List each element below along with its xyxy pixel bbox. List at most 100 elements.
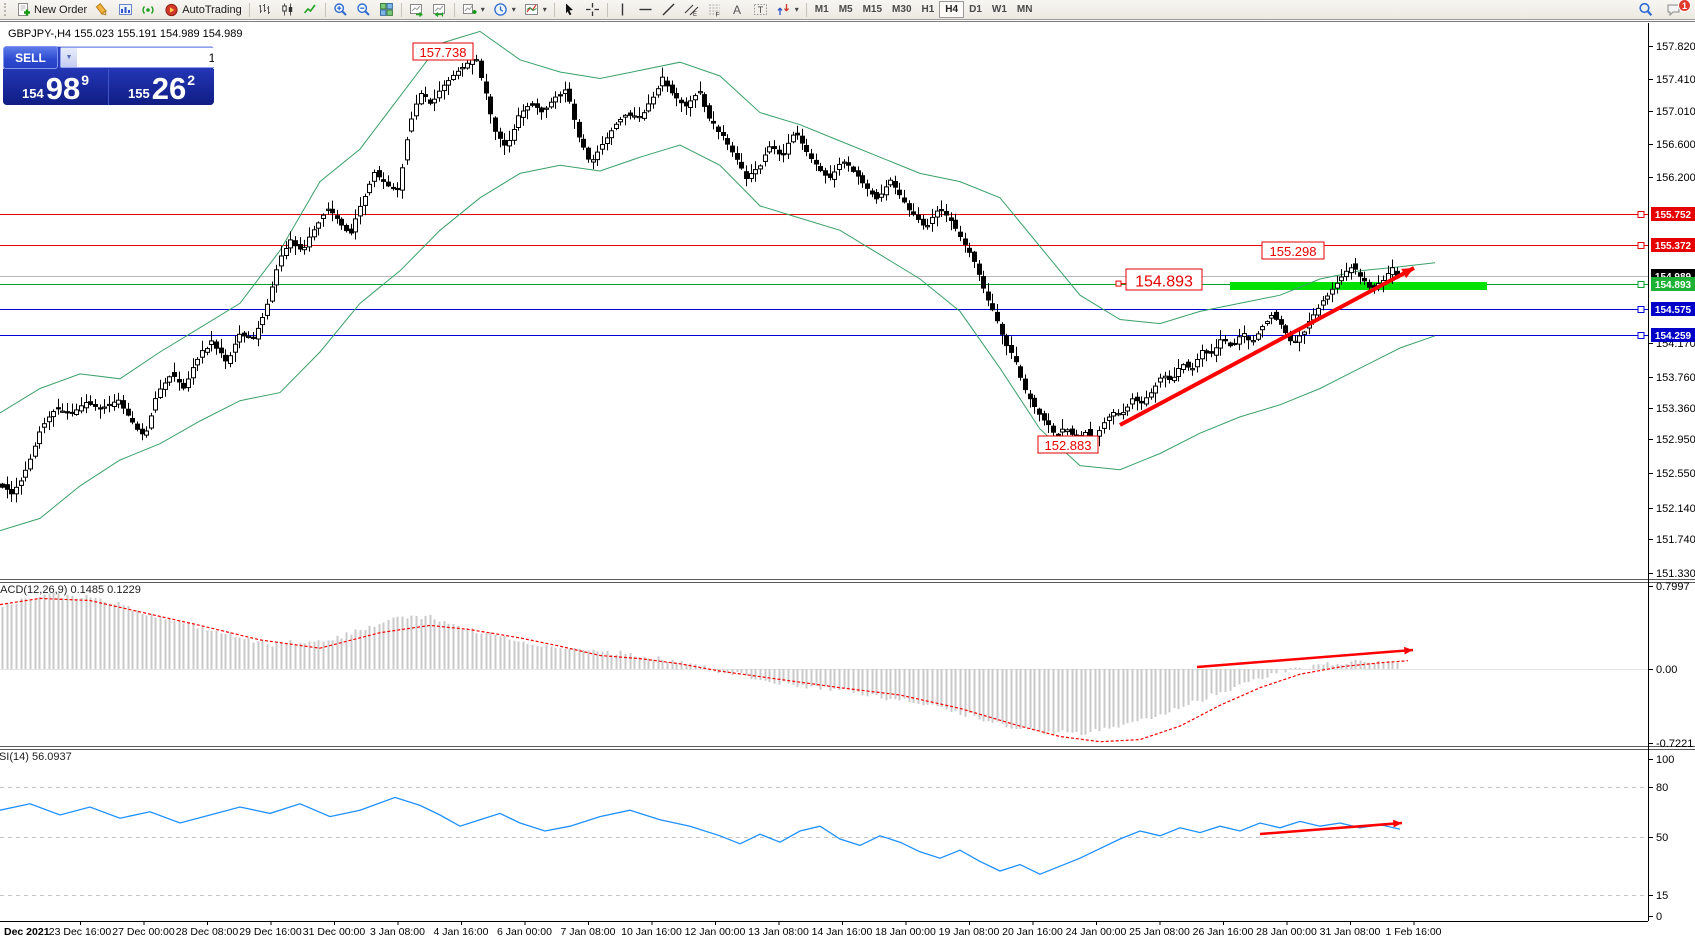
level-anchor[interactable] [1637, 332, 1645, 339]
equidistant-channel-button[interactable]: E [680, 1, 703, 18]
rsi-axis-label: 15 [1656, 890, 1668, 902]
rsi-line[interactable] [0, 796, 1401, 875]
periods-button[interactable]: ▾ [489, 1, 520, 18]
price-axis-tick-label: 153.760 [1656, 372, 1695, 384]
price-label-box[interactable] [1261, 241, 1325, 260]
vertical-line-button[interactable] [611, 1, 634, 18]
auto-scroll-button[interactable] [405, 1, 428, 18]
price-axis-badge [1651, 277, 1695, 291]
arrows-button[interactable]: ▾ [772, 1, 803, 18]
macd-signal-line[interactable] [0, 597, 1409, 743]
time-axis-tick-label: 31 Dec 00:00 [303, 926, 366, 938]
toolbar-separator [606, 2, 608, 17]
macd-axis-label: 0.7997 [1656, 581, 1690, 593]
toolbar-grip[interactable] [4, 3, 9, 16]
bar-chart-button[interactable] [253, 1, 276, 18]
fibonacci-button[interactable]: F [703, 1, 726, 18]
text-button[interactable]: A [726, 1, 749, 18]
price-label-box[interactable] [1125, 268, 1203, 291]
timeframe-m1-button[interactable]: M1 [814, 4, 829, 15]
timeframe-d1-button[interactable]: D1 [969, 4, 982, 15]
rsi-pane: 100 80 50 15 0 [0, 754, 1674, 923]
level-anchor[interactable] [1637, 281, 1645, 288]
zoom-out-button[interactable] [352, 1, 375, 18]
periods-button-dropdown[interactable]: ▾ [511, 5, 516, 14]
price-label-text: 155.298 [1270, 244, 1317, 259]
timeframe-mn-button[interactable]: MN [1016, 4, 1033, 15]
toolbar: New Order AutoTrading ▾ ▾ ▾ E F A T ▾ M1 M5 M15 M30 H1… [0, 0, 1695, 20]
level-anchor[interactable] [1637, 211, 1645, 218]
candlestick-chart-button[interactable] [276, 1, 299, 18]
timeframe-h1-button[interactable]: H1 [921, 4, 935, 15]
trendline-arrow [1119, 266, 1415, 427]
line-chart-button[interactable] [299, 1, 322, 18]
search-icon [1638, 2, 1653, 17]
arrows-button-dropdown[interactable]: ▾ [794, 5, 799, 14]
trendline-button[interactable] [657, 1, 680, 18]
support-zone-highlight[interactable] [1230, 282, 1487, 290]
macd-histogram [0, 592, 1648, 736]
toolbar-right: 1 [1634, 0, 1693, 18]
zoom-in-button[interactable] [329, 1, 352, 18]
autotrading-button-label: AutoTrading [182, 3, 242, 16]
chart-shift-button[interactable] [428, 1, 451, 18]
timeframe-m30-button[interactable]: M30 [892, 4, 912, 15]
time-axis-tick-label: 18 Jan 00:00 [875, 926, 936, 938]
timeframe-m15-button[interactable]: M15 [862, 4, 883, 15]
time-axis-tick-label: 6 Jan 00:00 [497, 926, 552, 938]
zoom-out-icon [356, 2, 371, 17]
new-order-icon [16, 2, 31, 17]
price-axis-tick-label: 157.410 [1656, 74, 1695, 86]
new-order-button[interactable]: New Order [12, 1, 91, 18]
sell-button[interactable]: SELL [3, 46, 58, 69]
volume-input[interactable] [77, 48, 214, 67]
level-anchor[interactable] [1637, 306, 1645, 313]
timeframe-m5-button[interactable]: M5 [838, 4, 853, 15]
add-indicator-button-dropdown[interactable]: ▾ [480, 5, 485, 14]
autotrading-button[interactable]: AutoTrading [160, 1, 246, 18]
add-indicator-button[interactable]: ▾ [458, 1, 489, 18]
time-axis-tick-label: 1 Feb 16:00 [1385, 926, 1441, 938]
buy-price[interactable]: 155 26 2 [109, 69, 214, 105]
crosshair-icon [585, 2, 600, 17]
chart-window[interactable]: GBPJPY-,H4 155.023 155.191 154.989 154.9… [0, 21, 1695, 941]
text-label-icon: T [753, 2, 768, 17]
add-indicator-icon [462, 2, 477, 17]
sell-price[interactable]: 154 98 9 [3, 69, 109, 105]
horizontal-line-button[interactable] [634, 1, 657, 18]
svg-text:E: E [693, 12, 697, 17]
price-label-box[interactable] [1037, 435, 1099, 454]
time-axis-tick-label: 31 Jan 08:00 [1320, 926, 1381, 938]
price-label-box[interactable] [412, 42, 474, 61]
bar-chart-icon [257, 2, 272, 17]
search-button[interactable] [1634, 1, 1657, 18]
time-axis-tick-label: 25 Jan 08:00 [1129, 926, 1190, 938]
timeframe-w1-button[interactable]: W1 [991, 4, 1007, 15]
line-chart-icon [303, 2, 318, 17]
templates-button[interactable]: ▾ [520, 1, 551, 18]
timeframe-h4-button[interactable]: H4 [939, 1, 965, 18]
bollinger-lower-band[interactable] [0, 144, 1436, 532]
crosshair-button[interactable] [581, 1, 604, 18]
time-axis: Dec 2021 23 Dec 16:00 27 Dec 00:00 28 Dec 0… [4, 921, 1442, 938]
price-axis-badge-text: 154.893 [1655, 280, 1692, 291]
templates-button-dropdown[interactable]: ▾ [542, 5, 547, 14]
text-label-button[interactable]: T [749, 1, 772, 18]
price-axis-tick-label: 151.330 [1656, 568, 1695, 580]
toolbar-separator [453, 2, 455, 17]
level-anchor[interactable] [1637, 242, 1645, 249]
volume-decrease-button[interactable]: ▼ [61, 48, 77, 67]
price-axis-tick-label: 157.010 [1656, 106, 1695, 118]
tile-windows-button[interactable] [375, 1, 398, 18]
buy-price-sup: 2 [187, 72, 195, 88]
notifications-button[interactable]: 1 [1662, 0, 1691, 18]
svg-text:T: T [758, 5, 764, 15]
cursor-button[interactable] [558, 1, 581, 18]
signals-button[interactable] [137, 1, 160, 18]
clock-icon [493, 2, 508, 17]
bollinger-upper-band[interactable] [0, 30, 1436, 414]
styler-button[interactable] [91, 1, 114, 18]
price-axis-badge-text: 154.259 [1655, 331, 1692, 342]
market-watch-button[interactable] [114, 1, 137, 18]
